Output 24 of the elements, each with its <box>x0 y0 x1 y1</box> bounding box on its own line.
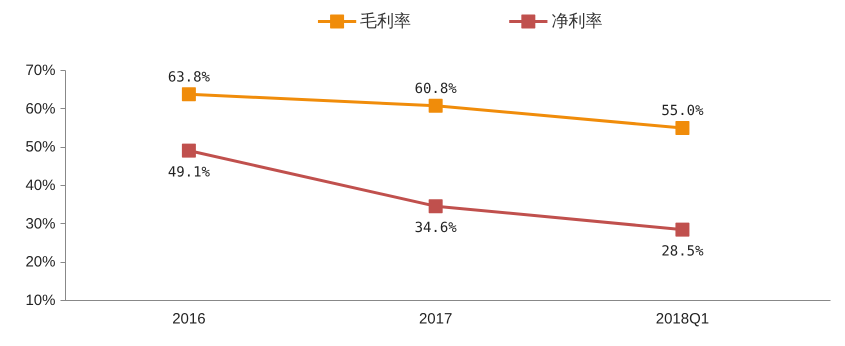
legend-label: 净利率 <box>551 12 602 32</box>
y-tick-label: 20% <box>25 254 56 271</box>
y-tick-label: 60% <box>25 100 56 118</box>
data-label: 49.1% <box>168 164 211 181</box>
point <box>675 121 690 135</box>
legend-label: 毛利率 <box>360 12 412 32</box>
y-tick-label: 30% <box>25 215 56 232</box>
point <box>182 87 196 102</box>
data-label: 28.5% <box>661 244 704 260</box>
y-tick-label: 10% <box>25 292 56 309</box>
data-label: 34.6% <box>414 220 458 236</box>
point <box>182 144 196 158</box>
x-tick-label: 2018Q1 <box>656 310 710 328</box>
data-label: 63.8% <box>168 69 211 86</box>
point <box>675 222 690 237</box>
x-tick-label: 2016 <box>172 310 206 328</box>
point <box>428 98 443 113</box>
data-label: 60.8% <box>414 80 458 97</box>
data-label: 55.0% <box>661 103 704 119</box>
point <box>428 199 443 214</box>
y-tick-label: 70% <box>25 62 56 79</box>
y-tick-label: 50% <box>25 138 56 156</box>
y-tick-label: 40% <box>25 177 56 194</box>
x-tick-label: 2017 <box>418 310 452 328</box>
